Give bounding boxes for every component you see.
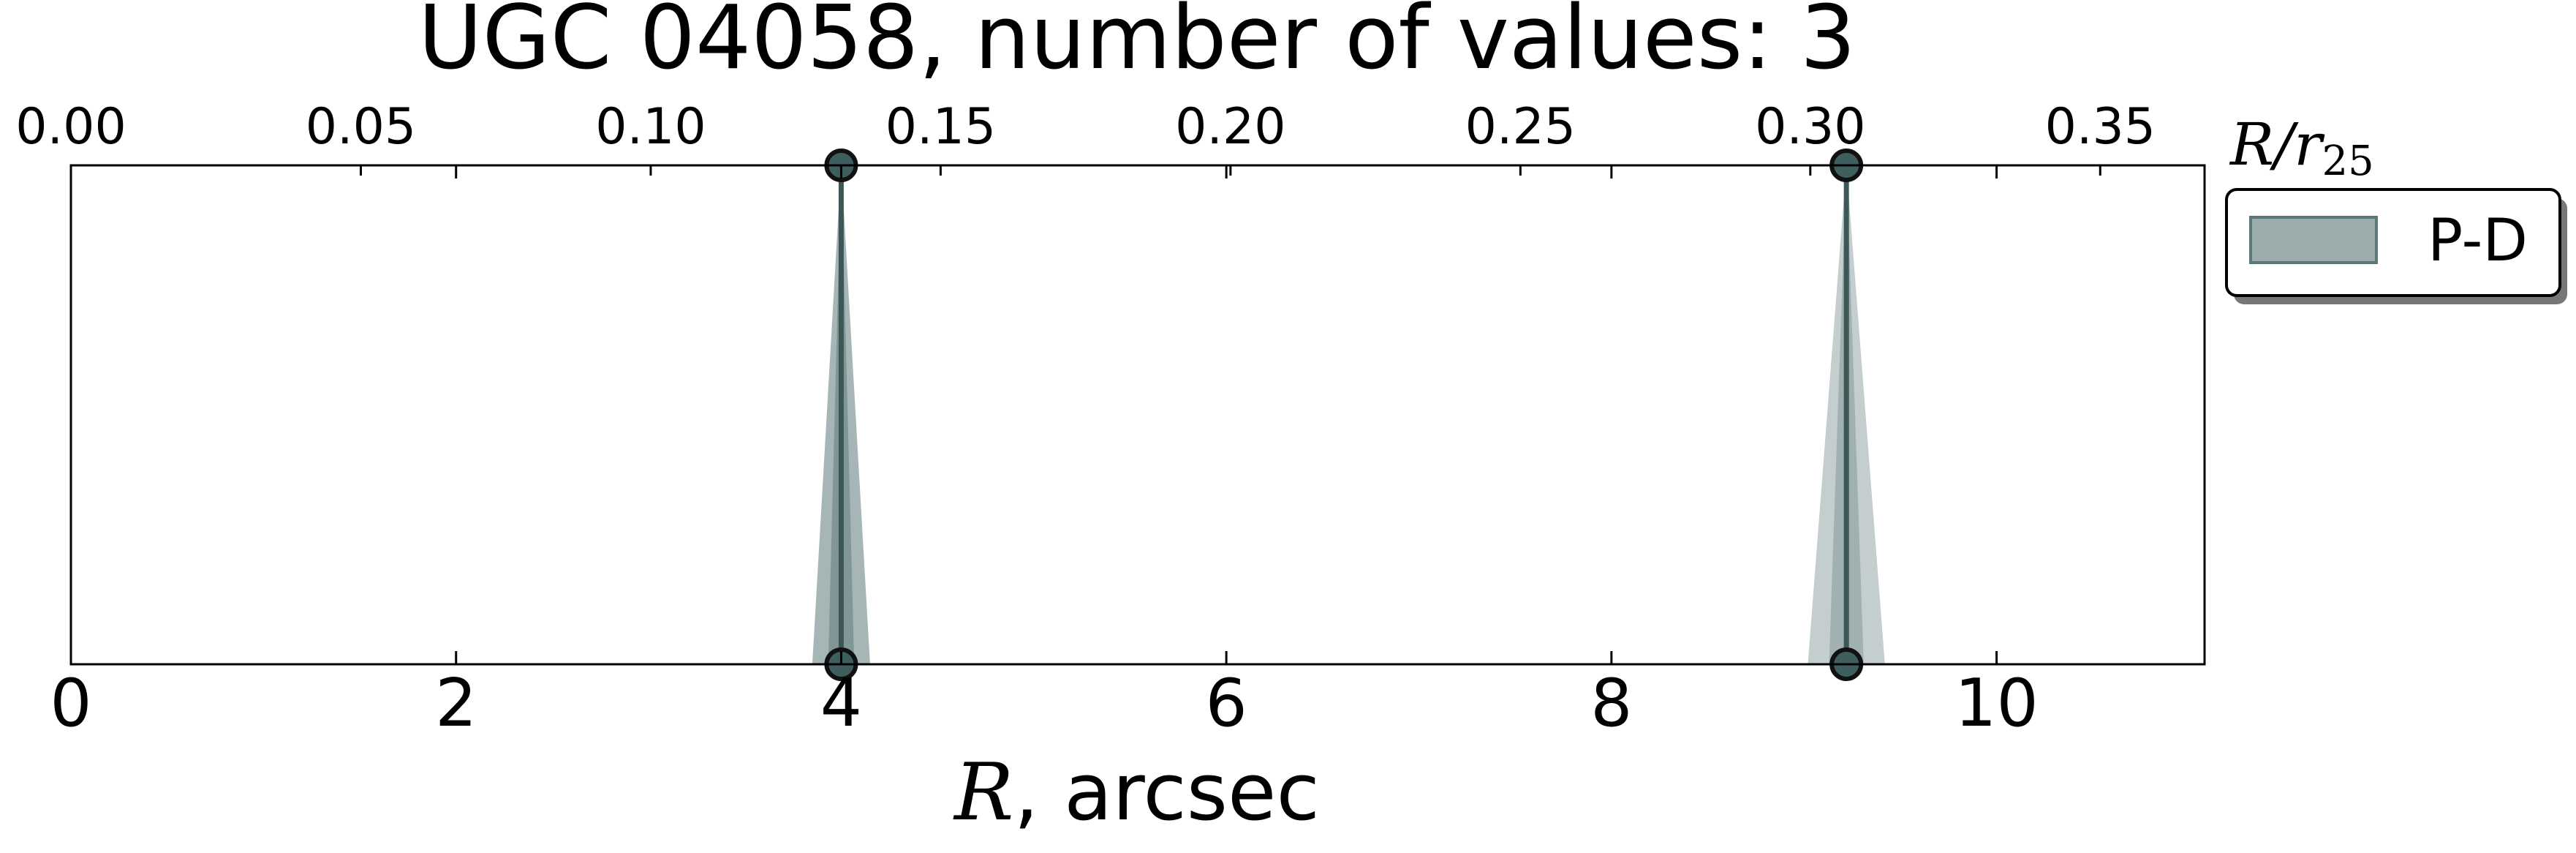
top-tick-label: 0.25 bbox=[1465, 98, 1576, 156]
x-axis-label-symbol: R bbox=[953, 747, 1013, 838]
top-tick-label: 0.35 bbox=[2045, 98, 2156, 156]
chart-title: UGC 04058, number of values: 3 bbox=[418, 0, 1856, 89]
bottom-axis-ticks bbox=[69, 165, 1998, 664]
bottom-tick-label: 6 bbox=[1206, 665, 1247, 742]
legend[interactable]: P-D bbox=[2225, 188, 2567, 304]
legend-swatch bbox=[2249, 216, 2378, 264]
top-tick-label: 0.00 bbox=[15, 98, 126, 156]
top-axis-tick-labels: 0.00 0.05 0.10 0.15 0.20 0.25 0.30 0.35 bbox=[15, 98, 2156, 156]
bottom-tick-label: 2 bbox=[435, 665, 477, 742]
bottom-tick-label: 8 bbox=[1590, 665, 1632, 742]
top-tick-label: 0.20 bbox=[1175, 98, 1285, 156]
x-axis-label: R, arcsec bbox=[953, 747, 1320, 838]
top-tick-label: 0.10 bbox=[595, 98, 706, 156]
top-tick-label: 0.15 bbox=[885, 98, 996, 156]
x-axis-label-unit: , arcsec bbox=[1013, 747, 1319, 838]
top-axis-label: R/r25 bbox=[2229, 110, 2374, 185]
top-tick-label: 0.05 bbox=[306, 98, 416, 156]
bottom-axis-tick-labels: 0 2 4 6 8 10 bbox=[50, 665, 2038, 742]
series-p-d bbox=[812, 149, 1885, 681]
plot-frame bbox=[69, 164, 2206, 666]
bottom-tick-label: 4 bbox=[820, 665, 862, 742]
bottom-tick-label: 10 bbox=[1954, 665, 2039, 742]
top-tick-label: 0.30 bbox=[1755, 98, 1865, 156]
legend-label-p-d: P-D bbox=[2428, 206, 2528, 274]
bottom-tick-label: 0 bbox=[50, 665, 91, 742]
top-axis-label-main: R/r bbox=[2229, 110, 2325, 179]
top-axis-label-sub: 25 bbox=[2322, 138, 2373, 185]
